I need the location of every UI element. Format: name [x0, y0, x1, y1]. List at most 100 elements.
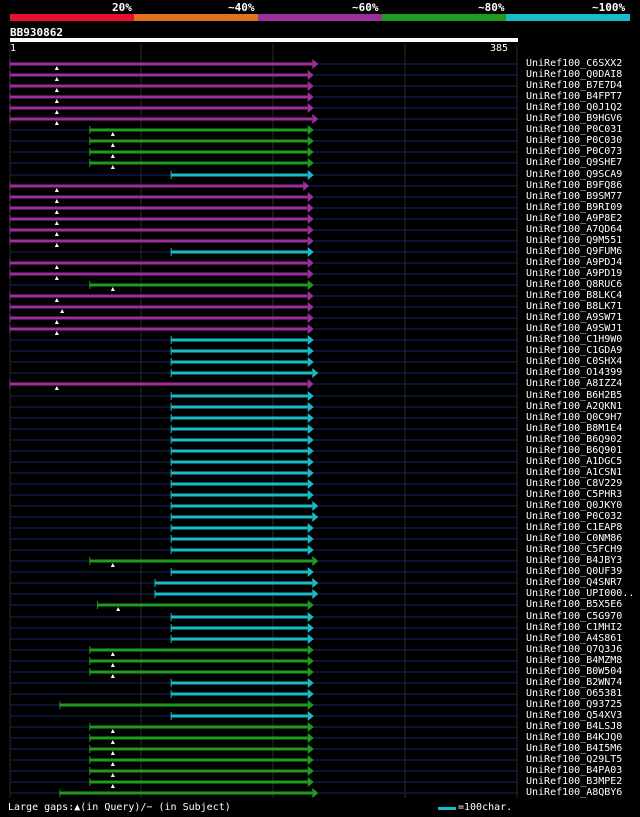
query-start-label: 1: [10, 43, 17, 54]
hit-label[interactable]: UniRef100_Q29LT5: [526, 754, 623, 765]
hit-label[interactable]: UniRef100_C0SHX4: [526, 356, 623, 367]
hit-end-arrow: [307, 733, 314, 743]
hit-label[interactable]: UniRef100_B4LSJ8: [526, 721, 623, 732]
hit-end-arrow: [307, 214, 314, 224]
hit-label[interactable]: UniRef100_UPI000..: [526, 588, 635, 599]
hit-label[interactable]: UniRef100_B9SM77: [526, 191, 623, 202]
legend-color-segment: [506, 14, 630, 21]
hit-label[interactable]: UniRef100_Q9SHE7: [526, 157, 623, 168]
query-gap-marker: [116, 607, 121, 611]
hit-end-arrow: [307, 70, 314, 80]
hit-label[interactable]: UniRef100_C5G970: [526, 611, 623, 622]
identity-color-legend: [10, 14, 630, 21]
hit-end-arrow: [307, 678, 314, 688]
hit-label[interactable]: UniRef100_B4PA03: [526, 765, 623, 776]
hit-label[interactable]: UniRef100_A1CSN1: [526, 467, 623, 478]
hit-label[interactable]: UniRef100_P0C032: [526, 511, 623, 522]
hit-label[interactable]: UniRef100_C1GDA9: [526, 345, 623, 356]
hit-label[interactable]: UniRef100_B4FPT7: [526, 91, 623, 102]
legend-label: ~60%: [352, 1, 379, 14]
hit-label[interactable]: UniRef100_B4I5M6: [526, 743, 623, 754]
hit-label[interactable]: UniRef100_Q0J1Q2: [526, 102, 623, 113]
hit-label[interactable]: UniRef100_Q0DAI8: [526, 69, 623, 80]
hit-label[interactable]: UniRef100_B6Q901: [526, 445, 623, 456]
hit-label[interactable]: UniRef100_B9FQ86: [526, 180, 623, 191]
hit-label[interactable]: UniRef100_A9PDJ4: [526, 257, 623, 268]
hit-label[interactable]: UniRef100_P0C030: [526, 135, 623, 146]
hit-label[interactable]: UniRef100_A8QBY6: [526, 787, 623, 798]
hit-label[interactable]: UniRef100_B8LK71: [526, 301, 623, 312]
hit-label[interactable]: UniRef100_B7E7D4: [526, 80, 623, 91]
hit-label[interactable]: UniRef100_P0C031: [526, 124, 623, 135]
hit-label[interactable]: UniRef100_B2WN74: [526, 677, 623, 688]
hit-label[interactable]: UniRef100_B8M1E4: [526, 423, 623, 434]
hit-label[interactable]: UniRef100_A9PD19: [526, 268, 623, 279]
legend-color-segment: [134, 14, 258, 21]
hit-label[interactable]: UniRef100_Q0UF39: [526, 566, 623, 577]
hit-label[interactable]: UniRef100_B3MPE2: [526, 776, 623, 787]
hit-label[interactable]: UniRef100_Q9SCA9: [526, 169, 623, 180]
hit-label[interactable]: UniRef100_A1DGC5: [526, 456, 623, 467]
query-gap-marker: [110, 132, 115, 136]
hit-end-arrow: [307, 335, 314, 345]
hit-label[interactable]: UniRef100_C5FCH9: [526, 544, 623, 555]
hit-label[interactable]: UniRef100_P0C073: [526, 146, 623, 157]
hit-end-arrow: [312, 788, 319, 798]
query-gap-marker: [54, 320, 59, 324]
hit-end-arrow: [307, 457, 314, 467]
legend-color-segment: [258, 14, 382, 21]
hit-label[interactable]: UniRef100_B4JBY3: [526, 555, 623, 566]
hit-label[interactable]: UniRef100_Q93725: [526, 699, 623, 710]
hit-label[interactable]: UniRef100_B9RI09: [526, 202, 623, 213]
query-gap-marker: [110, 154, 115, 158]
hit-label[interactable]: UniRef100_A2QKN1: [526, 401, 623, 412]
hit-end-arrow: [307, 545, 314, 555]
hit-label[interactable]: UniRef100_B5X5E6: [526, 599, 623, 610]
query-gap-marker: [110, 287, 115, 291]
hit-label[interactable]: UniRef100_A9SW71: [526, 312, 623, 323]
hit-label[interactable]: UniRef100_O65381: [526, 688, 623, 699]
hit-label[interactable]: UniRef100_C6SXX2: [526, 58, 623, 69]
hit-label[interactable]: UniRef100_C1H9W0: [526, 334, 623, 345]
hit-label[interactable]: UniRef100_Q7Q3J6: [526, 644, 623, 655]
hit-label[interactable]: UniRef100_Q0JKY0: [526, 500, 623, 511]
query-gap-marker: [110, 751, 115, 755]
hit-label[interactable]: UniRef100_O14399: [526, 367, 623, 378]
hit-label[interactable]: UniRef100_A9P8E2: [526, 213, 623, 224]
hit-label[interactable]: UniRef100_C0NM86: [526, 533, 623, 544]
hit-label[interactable]: UniRef100_C1EAP8: [526, 522, 623, 533]
hit-label[interactable]: UniRef100_Q4SNR7: [526, 577, 623, 588]
hit-end-arrow: [307, 523, 314, 533]
hit-label[interactable]: UniRef100_B6Q902: [526, 434, 623, 445]
query-gap-marker: [54, 243, 59, 247]
hit-label[interactable]: UniRef100_B4MZM8: [526, 655, 623, 666]
hit-label[interactable]: UniRef100_Q0C9H7: [526, 412, 623, 423]
hit-label[interactable]: UniRef100_Q9M551: [526, 235, 623, 246]
query-gap-marker: [54, 221, 59, 225]
hit-label[interactable]: UniRef100_Q9FUM6: [526, 246, 623, 257]
hit-end-arrow: [307, 258, 314, 268]
hit-label[interactable]: UniRef100_A4S861: [526, 633, 623, 644]
hit-label[interactable]: UniRef100_Q54XV3: [526, 710, 623, 721]
hit-end-arrow: [307, 700, 314, 710]
hit-label[interactable]: UniRef100_B6H2B5: [526, 390, 623, 401]
hit-label[interactable]: UniRef100_C5PHR3: [526, 489, 623, 500]
hit-label[interactable]: UniRef100_Q8RUC6: [526, 279, 623, 290]
hit-end-arrow: [312, 589, 319, 599]
hit-end-arrow: [307, 192, 314, 202]
hit-label[interactable]: UniRef100_C8V229: [526, 478, 623, 489]
hit-label[interactable]: UniRef100_B0W504: [526, 666, 623, 677]
hit-label[interactable]: UniRef100_B4KJQ0: [526, 732, 623, 743]
hit-label[interactable]: UniRef100_A8IZZ4: [526, 378, 623, 389]
hit-label[interactable]: UniRef100_B9HGV6: [526, 113, 623, 124]
hit-label[interactable]: UniRef100_A9SWJ1: [526, 323, 623, 334]
hit-end-arrow: [307, 424, 314, 434]
hit-label[interactable]: UniRef100_A7QD64: [526, 224, 623, 235]
hit-end-arrow: [307, 711, 314, 721]
hit-label[interactable]: UniRef100_C1MHI2: [526, 622, 623, 633]
hit-end-arrow: [307, 147, 314, 157]
hit-label[interactable]: UniRef100_B8LKC4: [526, 290, 623, 301]
hit-end-arrow: [307, 435, 314, 445]
query-gap-marker: [54, 188, 59, 192]
